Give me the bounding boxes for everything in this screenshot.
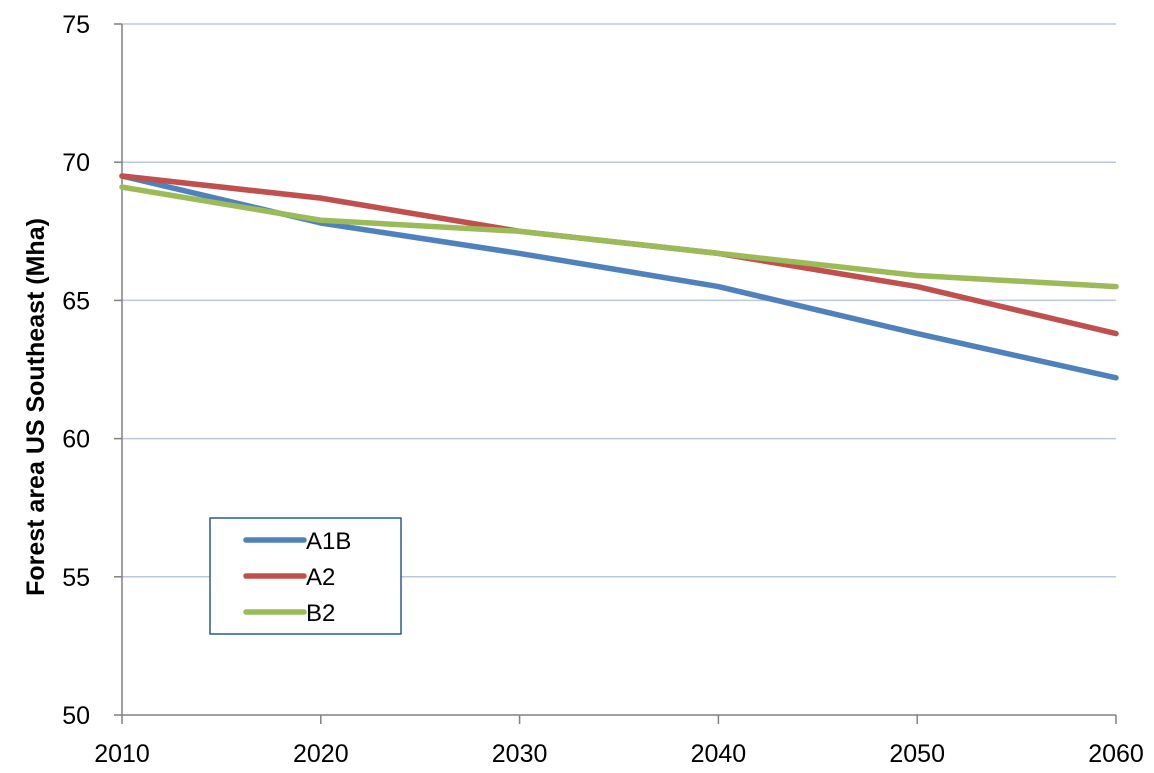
y-axis-ticks: 50 55 60 65 70 75	[62, 11, 122, 730]
x-tick-label: 2050	[889, 740, 945, 768]
y-axis-title: Forest area US Southeast (Mha)	[22, 218, 50, 596]
x-tick-label: 2020	[293, 740, 349, 768]
x-tick-label: 2010	[94, 740, 150, 768]
y-tick-label: 55	[62, 564, 90, 592]
y-tick-label: 70	[62, 149, 90, 177]
x-tick-label: 2060	[1088, 740, 1144, 768]
y-tick-label: 60	[62, 426, 90, 454]
series-lines	[122, 176, 1116, 378]
legend-label-a1b: A1B	[306, 528, 351, 555]
y-tick-label: 50	[62, 702, 90, 730]
x-tick-label: 2040	[691, 740, 747, 768]
series-line-a2	[122, 176, 1116, 334]
x-tick-label: 2030	[492, 740, 548, 768]
legend-label-a2: A2	[306, 564, 335, 591]
legend: A1B A2 B2	[210, 518, 401, 634]
y-tick-label: 65	[62, 287, 90, 315]
legend-label-b2: B2	[306, 600, 335, 627]
x-axis-ticks: 2010 2020 2030 2040 2050 2060	[94, 715, 1144, 768]
y-tick-label: 75	[62, 11, 90, 39]
